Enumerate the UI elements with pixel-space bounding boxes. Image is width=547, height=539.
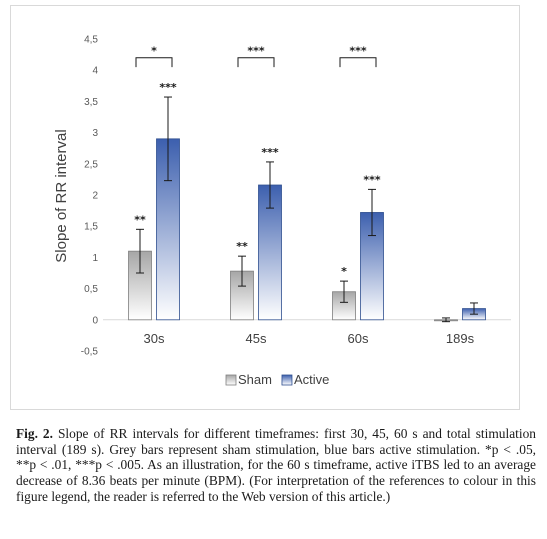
comparison-label: *: [151, 45, 157, 58]
comparison-bracket: [339, 57, 377, 68]
legend-label-sham: Sham: [238, 372, 272, 387]
y-tick-label: 1: [92, 253, 98, 264]
significance-label: ***: [159, 81, 177, 94]
significance-label: ***: [261, 146, 279, 159]
y-tick-label: 0,5: [84, 284, 98, 295]
legend-swatch-sham: [225, 374, 237, 386]
comparison-bracket: [135, 57, 173, 68]
y-tick-labels: 4,5 4 3,5 3 2,5 2 1,5 1 0,5 0 -0,5: [81, 35, 99, 358]
y-tick-label: -0,5: [81, 347, 99, 358]
y-tick-label: 4: [92, 66, 98, 77]
significance-label: **: [134, 213, 146, 226]
legend-label-active: Active: [294, 372, 329, 387]
comparison-bracket: [237, 57, 275, 68]
bar-chart: Slope of RR interval 4,5 4 3,5 3 2,5 2 1,5 1 0,5…: [53, 35, 511, 387]
y-tick-label: 0: [92, 315, 98, 326]
caption-text: Slope of RR intervals for different time…: [16, 426, 536, 504]
caption-label: Fig. 2.: [16, 426, 53, 441]
category-label-45s: 45s: [246, 331, 267, 346]
y-tick-label: 2: [92, 191, 98, 202]
y-tick-label: 2,5: [84, 159, 98, 170]
category-label-60s: 60s: [348, 331, 369, 346]
comparison-label: ***: [247, 45, 265, 58]
legend-swatch-active: [281, 374, 293, 386]
category-label-30s: 30s: [144, 331, 165, 346]
y-tick-label: 3,5: [84, 97, 98, 108]
significance-label: ***: [363, 173, 381, 186]
y-axis-label: Slope of RR interval: [53, 129, 70, 262]
significance-label: *: [341, 265, 347, 278]
plot-area: *********************: [103, 45, 511, 323]
y-tick-label: 3: [92, 128, 98, 139]
y-tick-label: 1,5: [84, 222, 98, 233]
category-labels: 30s 45s 60s 189s: [144, 331, 475, 346]
comparison-label: ***: [349, 45, 367, 58]
y-tick-label: 4,5: [84, 35, 98, 46]
figure-caption: Fig. 2. Slope of RR intervals for differ…: [16, 426, 536, 505]
chart-frame: Slope of RR interval 4,5 4 3,5 3 2,5 2 1,5 1 0,5…: [10, 5, 520, 410]
legend: Sham Active: [225, 372, 329, 387]
significance-label: **: [236, 240, 248, 253]
category-label-189s: 189s: [446, 331, 475, 346]
